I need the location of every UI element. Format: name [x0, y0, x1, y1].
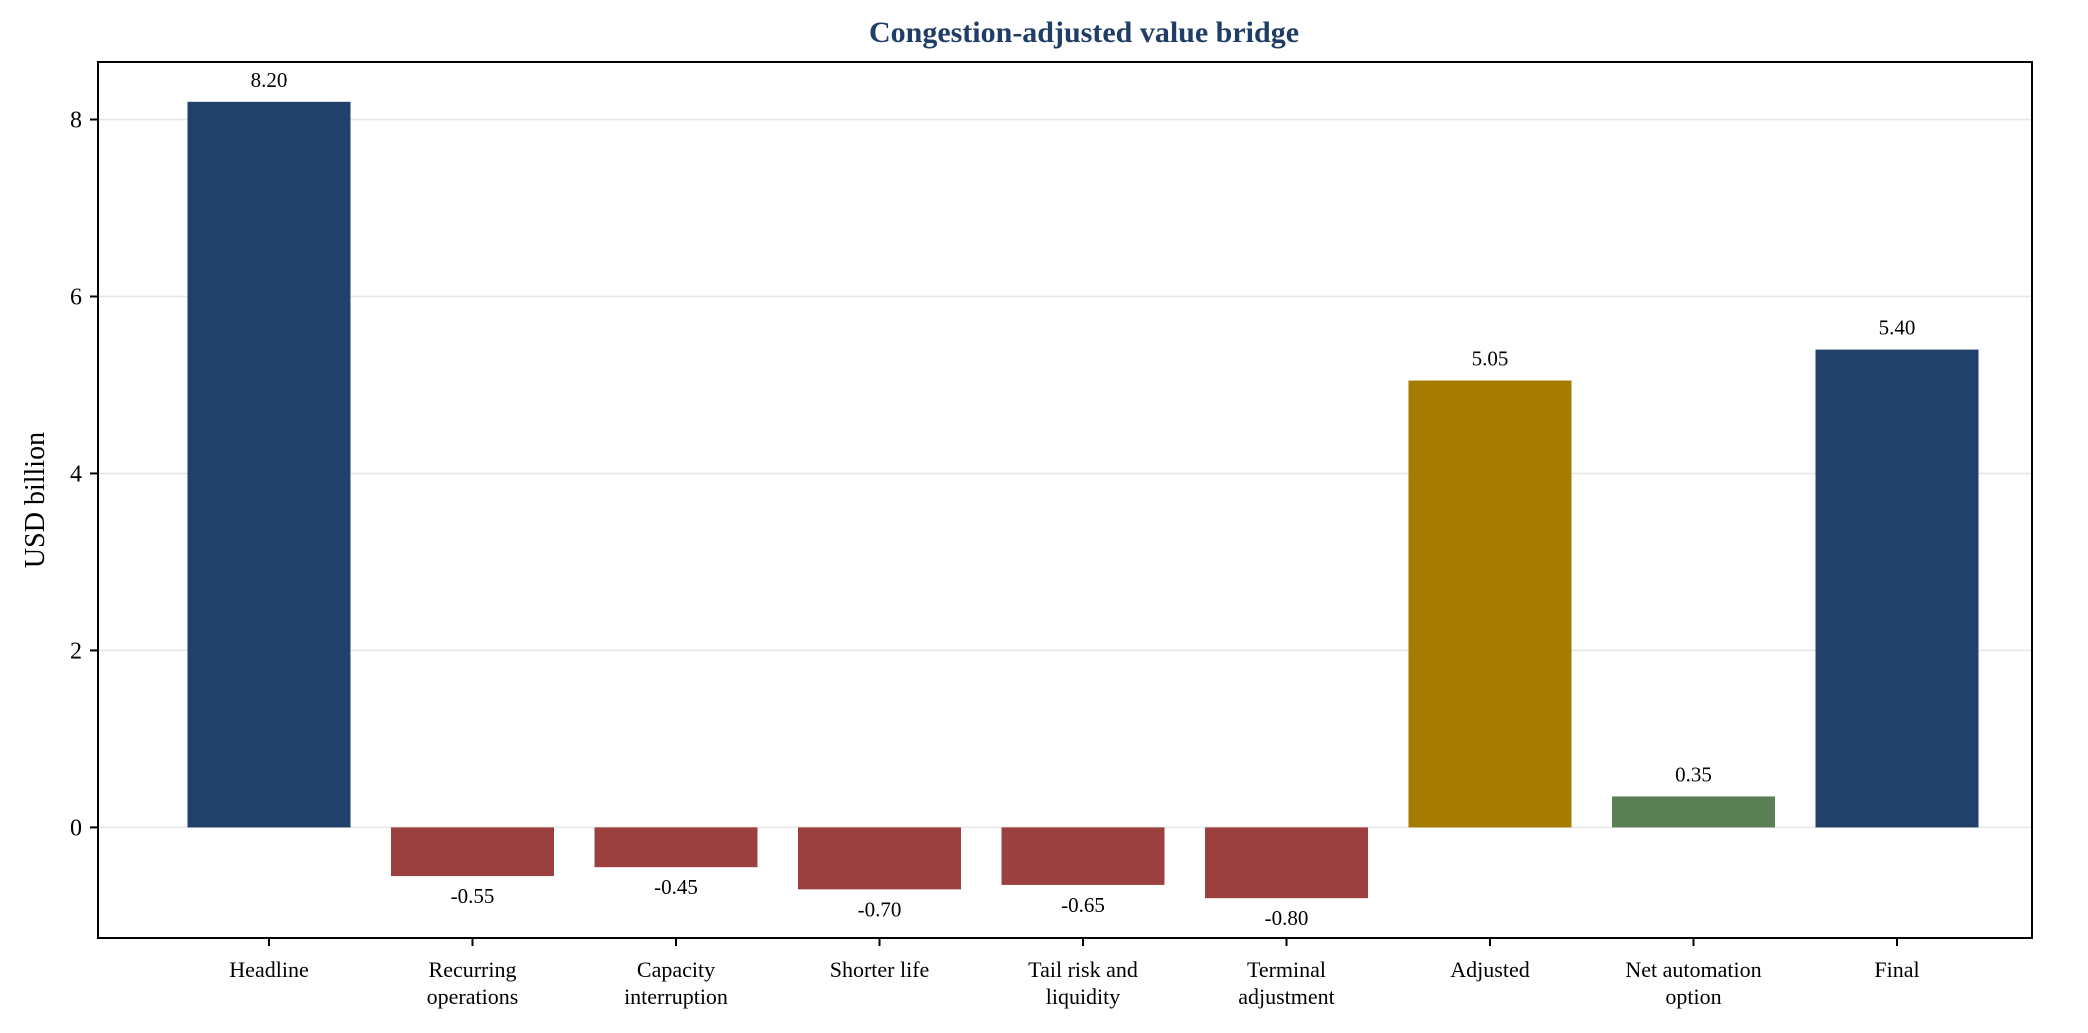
data-label: 5.05	[1472, 347, 1509, 371]
x-tick-label: Capacity interruption	[624, 957, 728, 1009]
data-labels: 8.20 -0.55 -0.45 -0.70 -0.65 -0.80 5.05 0.35 5.4…	[251, 68, 1916, 930]
x-tick-label: Final	[1874, 957, 1919, 982]
x-tick-label: Tail risk and liquidity	[1028, 957, 1138, 1009]
data-label: 5.40	[1879, 316, 1916, 340]
y-tick-label: 0	[70, 815, 82, 841]
x-tick-label: Terminal adjustment	[1238, 957, 1335, 1009]
y-axis: 0 2 4 6 8	[70, 108, 98, 841]
y-tick-label: 4	[70, 461, 82, 487]
gridlines	[98, 118, 2032, 829]
bar	[594, 827, 758, 868]
x-tick-label: Adjusted	[1450, 957, 1529, 982]
data-label: -0.55	[451, 884, 495, 908]
y-tick-label: 8	[70, 108, 82, 134]
bar	[1001, 827, 1165, 885]
data-label: 8.20	[251, 68, 288, 92]
bars	[187, 101, 1979, 899]
bar	[798, 827, 961, 890]
plot-area-frame	[97, 61, 2033, 939]
data-label: -0.70	[858, 897, 902, 921]
bar	[1612, 796, 1775, 828]
y-tick-label: 6	[70, 284, 82, 310]
y-axis-label: USD billion	[20, 432, 51, 568]
y-tick-label: 2	[70, 638, 82, 664]
data-label: -0.80	[1265, 906, 1309, 930]
bar	[391, 827, 554, 877]
bar	[1408, 380, 1572, 828]
x-axis: Headline Recurring operations Capacity inter…	[229, 938, 1920, 1009]
bar	[1815, 349, 1979, 828]
chart-title: Congestion-adjusted value bridge	[869, 16, 1299, 49]
x-tick-label: Headline	[229, 957, 308, 982]
data-label: -0.65	[1061, 893, 1105, 917]
data-label: 0.35	[1675, 762, 1712, 786]
bar	[187, 101, 351, 828]
x-tick-label: Net automation option	[1625, 957, 1761, 1009]
x-tick-label: Shorter life	[830, 957, 930, 982]
bar	[1205, 827, 1368, 899]
x-tick-label: Recurring operations	[427, 957, 519, 1009]
data-label: -0.45	[654, 875, 698, 899]
